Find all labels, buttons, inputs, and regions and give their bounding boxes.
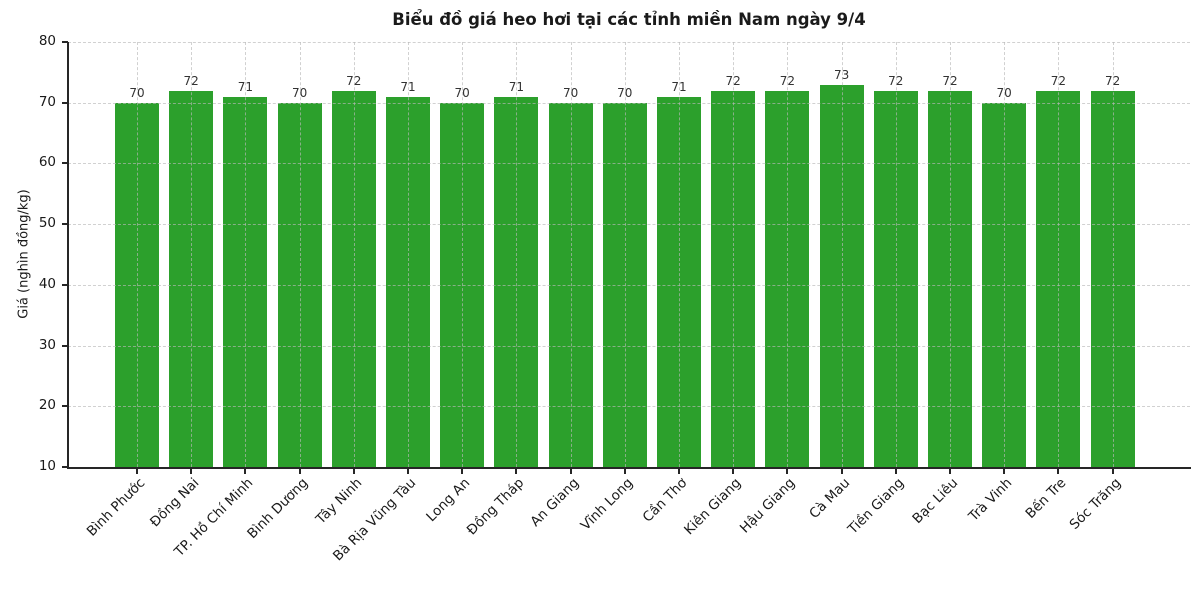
horizontal-gridline (68, 224, 1190, 226)
bar-value-label: 71 (508, 79, 525, 94)
x-tick-mark (244, 469, 247, 474)
x-tick-mark (190, 469, 193, 474)
y-tick-mark (62, 283, 68, 286)
bar-value-label: 72 (888, 73, 904, 88)
x-tick-mark (678, 469, 680, 474)
x-tick-mark (298, 469, 301, 474)
bar-value-label: 70 (996, 85, 1012, 100)
vertical-gridline (1004, 42, 1006, 467)
y-tick-mark (62, 101, 68, 104)
y-tick-label: 40 (38, 275, 56, 292)
vertical-gridline (353, 42, 355, 467)
x-tick-mark (949, 469, 951, 474)
y-tick-mark (62, 405, 68, 408)
horizontal-gridline (68, 163, 1190, 165)
x-tick-mark (732, 469, 735, 474)
y-tick-label: 70 (38, 93, 56, 110)
vertical-gridline (570, 42, 572, 467)
y-axis-label: Giá (nghìn đồng/kg) (16, 189, 32, 319)
y-tick-label: 20 (38, 397, 56, 414)
x-tick-mark (569, 469, 572, 474)
horizontal-gridline (68, 345, 1190, 347)
vertical-gridline (462, 42, 464, 467)
bar-value-label: 70 (291, 85, 308, 100)
x-tick-mark (894, 469, 897, 474)
x-tick-mark (623, 469, 626, 474)
bar-value-label: 72 (183, 73, 199, 88)
y-tick-mark (62, 41, 68, 43)
y-tick-mark (62, 162, 68, 165)
vertical-gridline (137, 42, 138, 467)
x-tick-mark (840, 469, 843, 474)
bar-value-label: 72 (1050, 73, 1067, 88)
y-tick-label: 60 (38, 154, 56, 171)
y-tick-label: 10 (38, 458, 56, 474)
x-tick-mark (786, 469, 789, 474)
x-tick-mark (136, 469, 138, 474)
bar-value-label: 72 (725, 73, 741, 88)
vertical-gridline (408, 42, 409, 467)
y-tick-label: 30 (38, 336, 56, 353)
vertical-gridline (624, 42, 626, 467)
vertical-gridline (299, 42, 301, 467)
x-tick-mark (1003, 469, 1006, 474)
x-tick-mark (352, 469, 355, 474)
x-axis-spine (67, 467, 1191, 469)
x-tick-mark (515, 469, 518, 474)
bar-value-label: 73 (833, 67, 850, 82)
horizontal-gridline (68, 284, 1190, 286)
vertical-gridline (245, 42, 247, 467)
x-tick-mark (461, 469, 464, 474)
horizontal-gridline (68, 42, 1190, 43)
vertical-gridline (679, 42, 680, 467)
bar-value-label: 70 (454, 85, 470, 100)
y-tick-mark (62, 344, 68, 347)
bar-value-label: 70 (617, 85, 633, 100)
y-tick-label: 80 (38, 33, 56, 49)
y-axis-spine (67, 42, 69, 468)
vertical-gridline (191, 42, 193, 467)
bar-value-label: 70 (562, 85, 579, 100)
x-tick-mark (1057, 469, 1060, 474)
bar-value-label: 72 (1104, 73, 1121, 88)
horizontal-gridline (68, 406, 1190, 408)
bar-value-label: 72 (942, 73, 958, 88)
bar-value-label: 70 (129, 85, 145, 100)
bar-value-label: 71 (400, 79, 416, 94)
bar-value-label: 72 (346, 73, 362, 88)
vertical-gridline (1112, 42, 1114, 467)
vertical-gridline (787, 42, 789, 467)
y-tick-label: 50 (38, 215, 56, 232)
vertical-gridline (516, 42, 518, 467)
y-tick-mark (62, 223, 68, 226)
x-tick-label: Bình Phước (83, 475, 149, 540)
x-tick-mark (1111, 469, 1114, 474)
bar-value-label: 71 (671, 79, 687, 94)
vertical-gridline (950, 42, 951, 467)
vertical-gridline (895, 42, 897, 467)
bar-value-label: 72 (779, 73, 796, 88)
bar-value-label: 71 (237, 79, 254, 94)
plot-area: 70 72 71 70 72 71 70 71 70 70 71 72 72 73 72 72 70 72 72 10… (39, 33, 1191, 564)
chart-title: Biểu đồ giá heo hơi tại các tỉnh miền Na… (392, 10, 866, 29)
vertical-gridline (841, 42, 843, 467)
horizontal-gridline (68, 102, 1190, 104)
x-tick-mark (407, 469, 409, 474)
vertical-gridline (1058, 42, 1060, 467)
y-tick-mark (62, 466, 68, 468)
vertical-gridline (733, 42, 735, 467)
